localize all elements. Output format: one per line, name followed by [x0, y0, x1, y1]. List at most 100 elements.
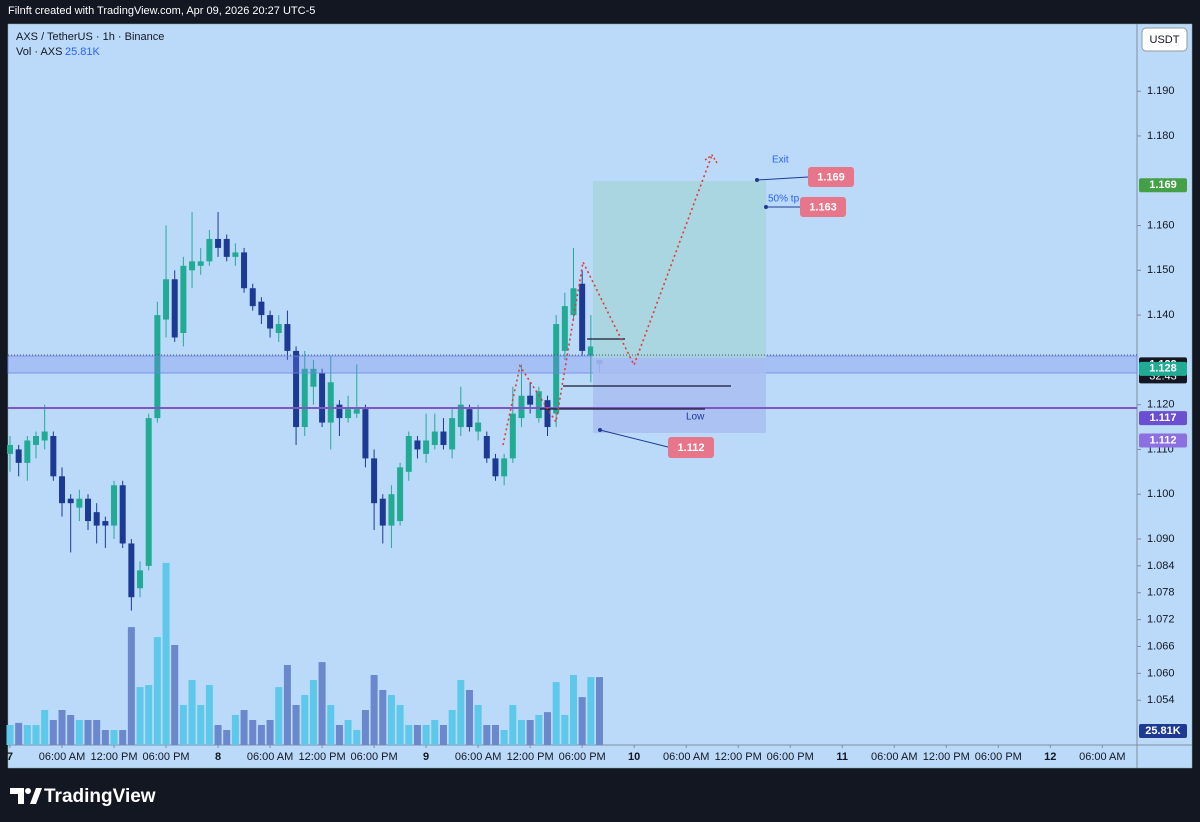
volume-bar: [335, 724, 343, 745]
price-tag: [1139, 178, 1187, 193]
exit-tag: [808, 167, 854, 187]
candle-body: [137, 570, 144, 589]
callout-line: [756, 176, 809, 181]
x-tick-label: 12:00 PM: [923, 751, 970, 763]
candle-body: [33, 436, 40, 445]
candle-body: [405, 436, 412, 472]
x-tick-label: 06:00 PM: [351, 751, 398, 763]
x-tick-label: 06:00 PM: [142, 751, 189, 763]
volume-bar: [249, 719, 257, 745]
volume-bar: [179, 704, 187, 745]
volume-bar: [257, 724, 265, 745]
candle-body: [587, 346, 594, 356]
volume-bar: [509, 704, 517, 745]
y-tick-label: 1.140: [1147, 309, 1175, 321]
low-tag: [668, 437, 714, 458]
volume-bar: [569, 674, 577, 745]
projection-path: [502, 154, 713, 446]
candle-body: [76, 498, 83, 508]
candle-body: [466, 409, 473, 428]
header-text: Filnft created with TradingView.com, Apr…: [8, 5, 315, 17]
volume-bar: [240, 709, 248, 745]
candle-body: [345, 409, 352, 419]
volume-bar: [75, 719, 83, 745]
candle-body: [249, 288, 256, 307]
candle-body: [509, 413, 516, 459]
candle-body: [102, 521, 109, 526]
y-tick-label: 1.084: [1147, 560, 1175, 572]
brand: TradingView: [44, 786, 156, 807]
candle-body: [41, 431, 48, 441]
volume-bar: [457, 679, 465, 745]
x-tick-label: 12:00 PM: [299, 751, 346, 763]
volume-bar: [110, 729, 118, 745]
candle-body: [284, 324, 291, 351]
volume-bar: [101, 729, 109, 745]
y-tick-label: 1.100: [1147, 488, 1175, 500]
callout-line: [599, 429, 669, 448]
volume-bar: [93, 719, 101, 745]
volume-tag-label: 25.81K: [1145, 725, 1181, 737]
candle-body: [397, 467, 404, 522]
candle-body: [561, 306, 568, 351]
callout-dot: [755, 178, 759, 182]
low-price: 1.112: [678, 442, 705, 454]
candle-body: [327, 382, 334, 423]
volume-bar: [283, 664, 291, 745]
candle-body: [275, 324, 282, 333]
volume-bar: [67, 714, 75, 745]
y-tick-label: 1.190: [1147, 85, 1175, 97]
exit-label: Exit: [772, 155, 789, 166]
volume-legend-value: 25.81K: [65, 46, 101, 58]
volume-bar: [266, 719, 274, 745]
symbol-legend: AXS / TetherUS · 1h · Binance: [16, 31, 164, 43]
volume-bar: [431, 719, 439, 745]
candle-body: [93, 512, 100, 526]
volume-bar: [387, 694, 395, 745]
candle-body: [440, 431, 447, 445]
candle-body: [163, 279, 170, 320]
currency-button-label[interactable]: USDT: [1150, 34, 1180, 46]
y-tick-label: 1.078: [1147, 587, 1175, 599]
currency-button[interactable]: [1141, 27, 1188, 52]
y-tick-label: 1.054: [1147, 694, 1175, 706]
x-tick-label: 06:00 PM: [559, 751, 606, 763]
volume-bar: [405, 724, 413, 745]
candle-body: [206, 238, 213, 262]
candle-body: [336, 404, 343, 419]
volume-bar: [344, 719, 352, 745]
volume-bar: [223, 729, 231, 745]
candle-body: [154, 315, 161, 419]
candle-body: [501, 458, 508, 477]
volume-bar: [439, 724, 447, 745]
volume-bar: [535, 714, 543, 745]
exit-price: 1.169: [817, 171, 845, 183]
volume-bar: [413, 724, 421, 745]
volume-bar: [500, 729, 508, 745]
stop-area: [593, 358, 766, 433]
price-tag: [1139, 361, 1187, 376]
volume-bar: [379, 689, 387, 745]
y-tick-label: 1.180: [1147, 130, 1175, 142]
plot: [6, 212, 604, 745]
x-tick-label: 06:00 AM: [871, 751, 917, 763]
candle-body: [258, 301, 265, 316]
callout-dot: [764, 205, 768, 209]
candle-body: [423, 440, 430, 454]
y-tick-label: 1.160: [1147, 219, 1175, 231]
price-tag-label: 1.128: [1149, 363, 1177, 375]
volume-bar: [214, 724, 222, 745]
x-tick-label: 10: [628, 751, 640, 763]
candle-body: [475, 422, 482, 432]
tp-tag: [800, 197, 846, 217]
y-tick-label: 1.060: [1147, 667, 1175, 679]
volume-bar: [41, 709, 49, 745]
projection-arrow: [704, 153, 718, 164]
volume-bar: [309, 679, 317, 745]
volume-bar: [188, 679, 196, 745]
volume-bar: [275, 687, 283, 745]
candle-body: [301, 368, 308, 428]
logo-mark: [30, 788, 42, 804]
x-tick-label: 06:00 AM: [247, 751, 293, 763]
x-tick-label: 12: [1044, 751, 1056, 763]
